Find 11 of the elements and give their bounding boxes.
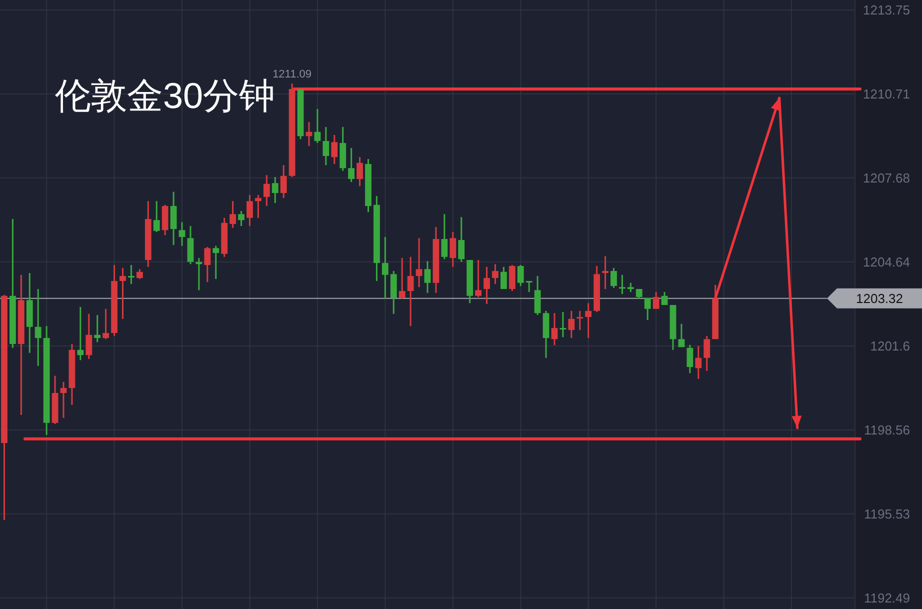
annotation: 1211.09 (272, 68, 312, 81)
y-tick-label: 1204.64 (863, 254, 910, 270)
y-tick-label: 1210.71 (863, 86, 910, 102)
y-tick-label: 1201.6 (870, 338, 910, 354)
y-tick-label: 1195.53 (864, 506, 910, 522)
y-tick-label: 1198.56 (864, 422, 910, 438)
text: 伦敦金30分钟 (55, 75, 276, 116)
ref-line-label: 1203.32 (856, 290, 903, 306)
y-tick-label: 1192.49 (864, 590, 910, 606)
y-tick-label: 1213.75 (863, 2, 910, 18)
y-tick-label: 1207.68 (863, 170, 910, 186)
